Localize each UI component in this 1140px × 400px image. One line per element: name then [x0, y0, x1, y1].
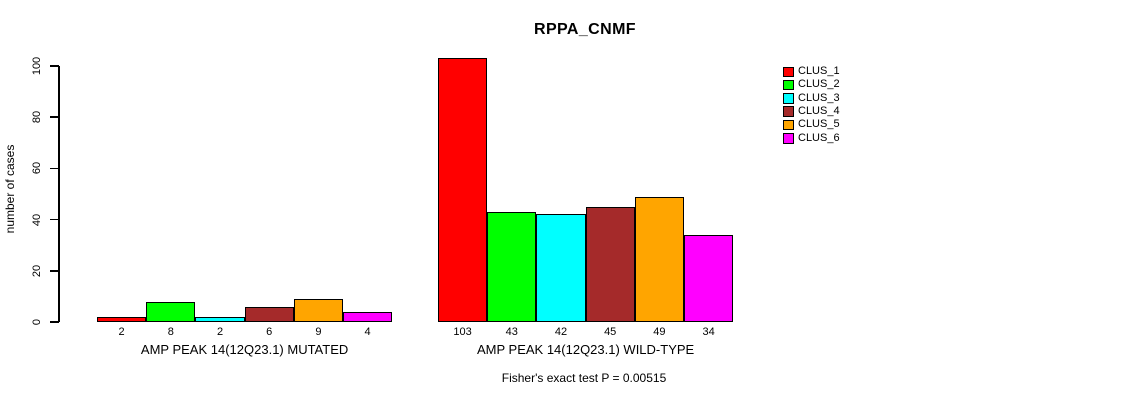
y-axis-tick	[50, 116, 59, 118]
bar	[634, 196, 684, 322]
bar	[293, 298, 343, 322]
y-axis-tick	[50, 167, 59, 170]
legend-swatch	[783, 133, 794, 144]
bar	[244, 306, 294, 322]
bar-value-label: 9	[315, 326, 322, 338]
y-axis-line	[58, 66, 60, 322]
bar	[343, 311, 393, 322]
legend-swatch	[783, 106, 794, 117]
legend-label: CLUS_5	[798, 118, 840, 131]
y-axis-tick	[50, 218, 59, 221]
legend-swatch	[783, 119, 794, 131]
bar-value-label: 2	[216, 326, 224, 338]
bar	[146, 301, 196, 322]
legend-label: CLUS_2	[798, 78, 840, 91]
y-axis-tick-label: 0	[31, 318, 43, 326]
legend-label: CLUS_6	[798, 131, 840, 144]
group-label: AMP PEAK 14(12Q23.1) WILD-TYPE	[476, 342, 695, 357]
legend-swatch	[783, 79, 794, 91]
bar-value-label: 6	[266, 326, 273, 338]
footnote-text: Fisher's exact test P = 0.00515	[501, 371, 667, 385]
bar-value-label: 43	[505, 326, 518, 338]
bar-value-label: 49	[653, 326, 666, 338]
bar-value-label: 4	[364, 326, 371, 338]
bar	[684, 234, 734, 322]
legend-label: CLUS_3	[798, 91, 840, 104]
bar	[195, 316, 245, 322]
y-axis-tick-label: 40	[31, 213, 43, 226]
y-axis-tick	[50, 65, 59, 67]
bar	[97, 316, 147, 322]
bar-value-label: 2	[118, 326, 125, 338]
y-axis-tick-label: 60	[31, 162, 43, 175]
y-axis-tick	[50, 321, 59, 323]
legend-label: CLUS_4	[798, 104, 840, 117]
bar	[487, 211, 537, 322]
y-axis-label: number of cases	[3, 144, 17, 234]
bar	[536, 214, 586, 322]
bar-value-label: 103	[453, 326, 472, 338]
bar-value-label: 42	[554, 326, 568, 338]
bar-value-label: 45	[604, 326, 617, 338]
y-axis-tick-label: 80	[31, 111, 43, 124]
y-axis-tick-label: 20	[31, 264, 43, 277]
y-axis-tick	[50, 270, 59, 272]
bar-value-label: 34	[702, 326, 715, 338]
legend-swatch	[783, 66, 794, 77]
bar-value-label: 8	[167, 326, 174, 338]
bar	[438, 58, 488, 322]
chart-title: RPPA_CNMF	[534, 21, 636, 38]
legend-swatch	[783, 93, 794, 104]
y-axis-tick-label: 100	[31, 56, 43, 76]
bar	[585, 206, 635, 322]
group-label: AMP PEAK 14(12Q23.1) MUTATED	[140, 342, 349, 357]
legend-label: CLUS_1	[798, 65, 840, 77]
